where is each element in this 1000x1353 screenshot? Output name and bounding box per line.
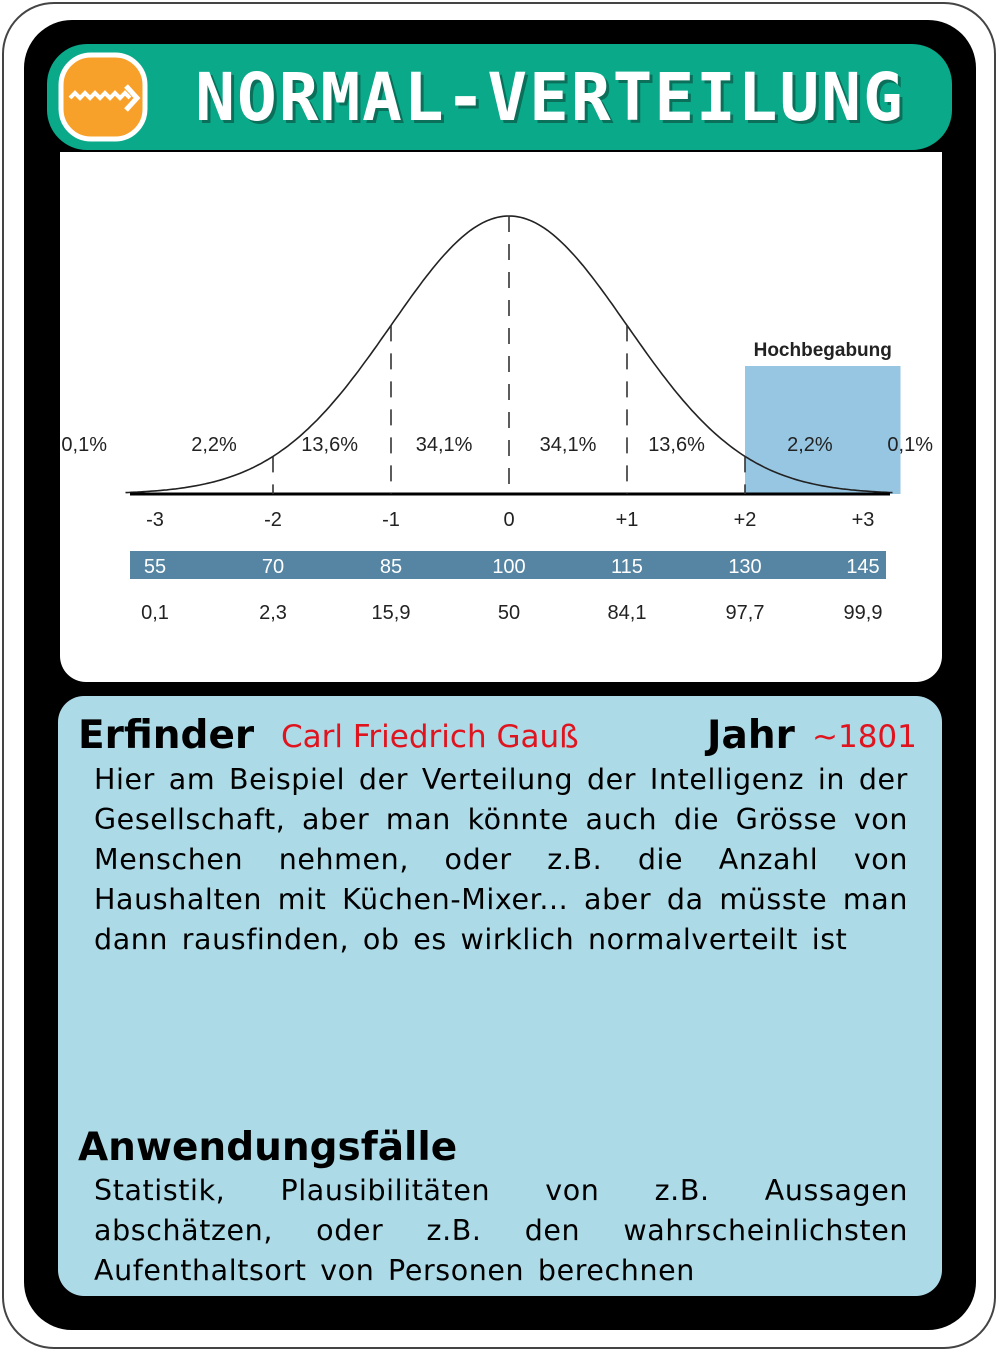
percent-label: 2,2% <box>787 434 833 456</box>
percent-label: 13,6% <box>648 434 705 456</box>
percentile-label: 15,9 <box>372 602 411 624</box>
iq-score-label: 130 <box>728 556 761 578</box>
iq-score-label: 55 <box>144 556 166 578</box>
percentile-label: 99,9 <box>844 602 883 624</box>
iq-score-label: 85 <box>380 556 402 578</box>
year-label: Jahr <box>707 713 795 758</box>
description-text: Hier am Beispiel der Verteilung der Inte… <box>94 763 908 956</box>
use-cases-text: Statistik, Plausibilitäten von z.B. Auss… <box>94 1174 908 1287</box>
highlight-region <box>745 366 901 494</box>
iq-score-label: 145 <box>846 556 879 578</box>
percent-label: 2,2% <box>191 434 237 456</box>
iq-score-label: 70 <box>262 556 284 578</box>
inventor-name: Carl Friedrich Gauß <box>281 719 579 755</box>
percentile-label: 50 <box>498 602 520 624</box>
x-tick-label: -3 <box>146 509 164 531</box>
percentile-label: 2,3 <box>259 602 287 624</box>
x-tick-label: 0 <box>503 509 514 531</box>
inventor-label: Erfinder <box>78 713 255 758</box>
x-tick-label: -1 <box>382 509 400 531</box>
x-tick-label: -2 <box>264 509 282 531</box>
card-title: NORMAL-VERTEILUNG <box>195 59 905 136</box>
percentile-label: 0,1 <box>141 602 169 624</box>
x-tick-label: +2 <box>734 509 757 531</box>
x-tick-label: +3 <box>852 509 875 531</box>
percent-label: 13,6% <box>301 434 358 456</box>
title-bar <box>47 44 952 150</box>
iq-score-band <box>130 551 886 579</box>
iq-score-label: 100 <box>492 556 525 578</box>
percent-label: 34,1% <box>416 434 473 456</box>
percent-label: 0,1% <box>887 434 933 456</box>
highlight-label: Hochbegabung <box>754 340 892 361</box>
percent-label: 34,1% <box>540 434 597 456</box>
chart-panel: Hochbegabung 0,1% 2,2% 13,6% 34,1% 34,1% 13,6%… <box>60 152 942 682</box>
normal-distribution-chart: Hochbegabung 0,1% 2,2% 13,6% 34,1% 34,1% 13,6%… <box>61 215 933 624</box>
year-value: ~1801 <box>812 719 917 755</box>
iq-score-label: 115 <box>611 556 643 578</box>
x-tick-label: +1 <box>616 509 639 531</box>
percentile-label: 97,7 <box>726 602 765 624</box>
percent-label: 0,1% <box>61 434 107 456</box>
wave-arrow-icon <box>58 52 148 142</box>
percentile-label: 84,1 <box>608 602 647 624</box>
use-cases-label: Anwendungsfälle <box>78 1125 458 1170</box>
info-panel <box>58 696 942 1296</box>
